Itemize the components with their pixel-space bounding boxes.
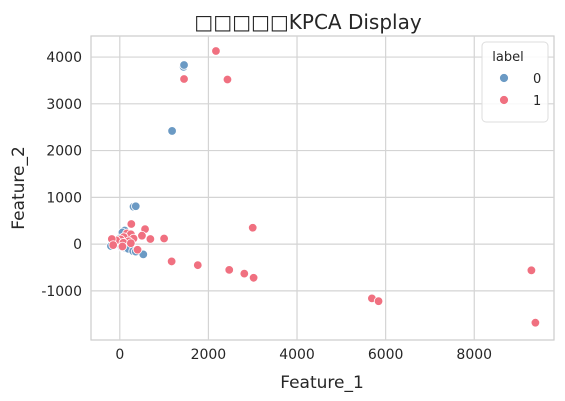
data-point-series-1	[132, 245, 143, 255]
data-point-series-1	[126, 238, 136, 248]
x-tick-label: 4000	[279, 347, 315, 363]
grid	[91, 36, 554, 340]
chart-title: □□□□□KPCA Display	[194, 10, 422, 34]
legend-marker-0	[499, 73, 509, 83]
data-point-series-1	[248, 223, 258, 233]
data-point-series-0	[179, 60, 189, 70]
data-point-series-1	[530, 317, 541, 328]
y-axis-label: Feature_2	[9, 146, 29, 230]
data-point-series-1	[373, 296, 384, 306]
x-tick-label: 0	[115, 347, 124, 363]
data-point-series-0	[167, 126, 177, 136]
data-points	[106, 46, 541, 328]
data-point-series-0	[131, 201, 141, 211]
data-point-series-1	[137, 231, 147, 241]
legend-label-1: 1	[533, 94, 541, 109]
data-point-series-1	[239, 268, 249, 279]
data-point-series-1	[526, 265, 537, 276]
y-tick-label: 0	[73, 237, 82, 253]
legend-marker-1	[499, 95, 509, 105]
x-tick-label: 2000	[191, 347, 227, 363]
x-tick-labels: 0 2000 4000 6000 8000	[115, 347, 492, 363]
data-point-series-1	[211, 46, 221, 56]
series-1	[107, 46, 541, 328]
data-point-series-1	[248, 273, 259, 283]
data-point-series-1	[166, 256, 177, 267]
y-tick-labels: -1000 0 1000 2000 3000 4000	[41, 50, 82, 300]
data-point-series-1	[193, 260, 203, 270]
legend-label-0: 0	[533, 72, 541, 87]
x-tick-label: 8000	[456, 347, 492, 363]
legend: label 0 1	[481, 41, 549, 123]
data-point-series-1	[108, 240, 118, 250]
plot-area	[90, 35, 555, 341]
data-point-series-1	[179, 74, 189, 84]
x-axis-label: Feature_1	[280, 373, 364, 393]
data-point-series-1	[117, 241, 128, 252]
data-point-series-1	[224, 265, 234, 275]
y-tick-label: 2000	[46, 144, 82, 160]
x-tick-label: 6000	[368, 347, 404, 363]
y-tick-label: 1000	[46, 190, 82, 206]
data-point-series-1	[126, 219, 137, 229]
data-point-series-1	[159, 233, 169, 244]
y-tick-label: 3000	[46, 97, 82, 113]
legend-title: label	[492, 50, 523, 65]
data-point-series-1	[222, 74, 233, 85]
y-tick-label: 4000	[46, 50, 82, 66]
legend-box	[481, 41, 549, 123]
data-point-series-1	[145, 234, 156, 244]
y-tick-label: -1000	[41, 284, 82, 300]
